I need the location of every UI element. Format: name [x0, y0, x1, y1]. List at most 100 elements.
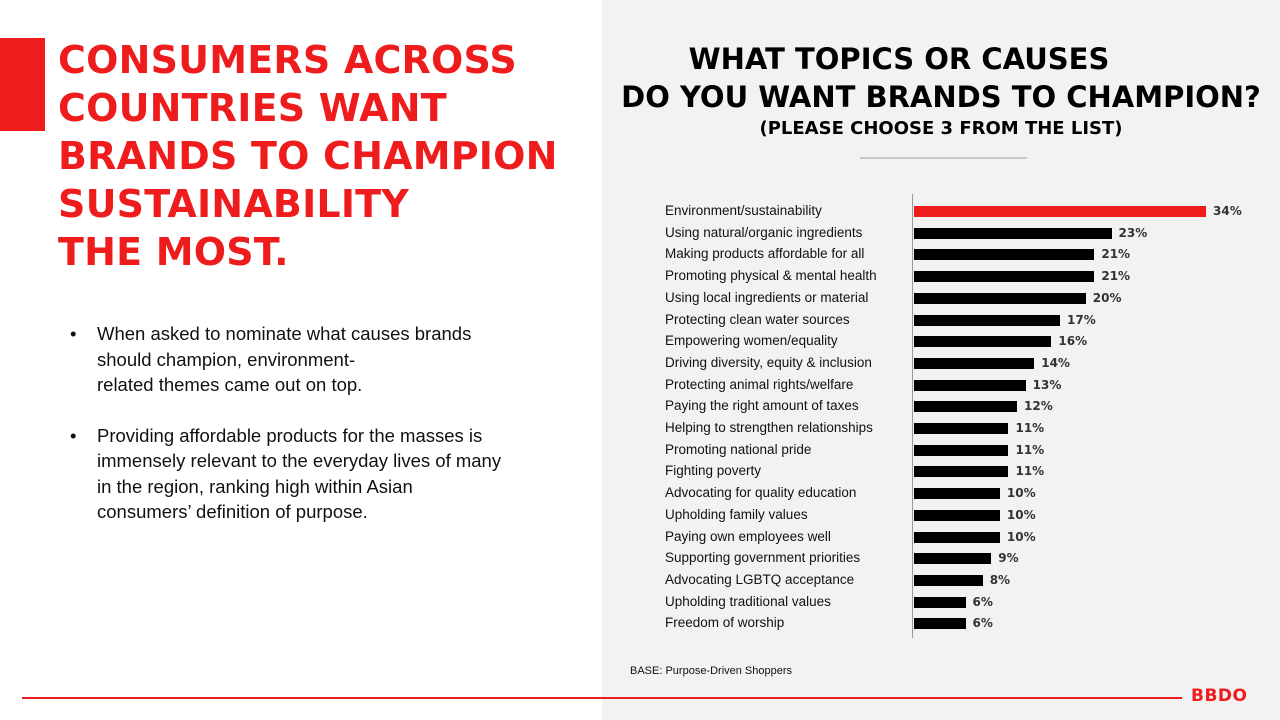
category-label: Upholding family values — [665, 506, 808, 522]
bar-row: Promoting physical & mental health 21% — [665, 267, 1265, 285]
bar — [914, 336, 1052, 348]
bullet-item: • When asked to nominate what causes bra… — [70, 321, 550, 398]
bar — [914, 466, 1009, 478]
bullet-line: Providing affordable products for the ma… — [97, 424, 483, 446]
category-label: Making products affordable for all — [665, 246, 865, 262]
bar-row: Making products affordable for all 21% — [665, 245, 1265, 263]
bullet-dot-icon: • — [70, 424, 77, 446]
bar-row: Supporting government priorities 9% — [665, 549, 1265, 567]
bullet-line: consumers’ definition of purpose. — [97, 501, 368, 522]
value-label: 21% — [1101, 269, 1131, 284]
category-label: Fighting poverty — [665, 463, 762, 479]
bar — [914, 357, 1035, 369]
bar — [914, 314, 1060, 326]
category-label: Upholding traditional values — [665, 593, 831, 609]
bar — [914, 401, 1018, 413]
bar-row: Upholding family values 10% — [665, 506, 1265, 524]
value-label: 13% — [1032, 377, 1062, 392]
headline-line: CONSUMERS ACROSS — [58, 38, 517, 82]
bar — [914, 423, 1009, 434]
value-label: 14% — [1041, 355, 1070, 370]
bullet-line: related themes came out on top. — [97, 374, 363, 395]
bar-row: Using local ingredients or material 20% — [665, 289, 1265, 307]
category-label: Environment/sustainability — [665, 203, 822, 218]
bar — [914, 206, 1206, 217]
chart-axis-line — [912, 194, 913, 638]
bar-row: Empowering women/equality 16% — [665, 332, 1265, 350]
bar — [914, 488, 1000, 500]
value-label: 20% — [1092, 290, 1122, 305]
bar-row: Paying the right amount of taxes 12% — [665, 397, 1265, 415]
value-label: 11% — [1015, 442, 1045, 457]
bar-row: Protecting animal rights/welfare 13% — [665, 376, 1265, 394]
bar-row: Paying own employees well 10% — [665, 528, 1265, 546]
bar — [914, 531, 1000, 543]
category-label: Protecting clean water sources — [665, 311, 850, 327]
bar — [914, 618, 966, 630]
chart-title-line: DO YOU WANT BRANDS TO CHAMPION? — [621, 80, 1261, 114]
category-label: Paying the right amount of taxes — [665, 398, 859, 414]
bar-row: Environment/sustainability 34% — [665, 202, 1265, 220]
category-label: Paying own employees well — [665, 528, 831, 544]
value-label: 12% — [1024, 399, 1053, 414]
headline-line: THE MOST. — [58, 230, 289, 274]
bullet-line: immensely relevant to the everyday lives… — [97, 450, 502, 471]
category-label: Supporting government priorities — [665, 550, 861, 566]
bar-row: Promoting national pride 11% — [665, 441, 1265, 459]
bar-row: Protecting clean water sources 17% — [665, 311, 1265, 329]
bar — [914, 574, 983, 586]
bar — [914, 444, 1009, 456]
value-label: 6% — [972, 616, 993, 631]
bar-row: Using natural/organic ingredients 23% — [665, 224, 1265, 242]
bar — [914, 292, 1086, 304]
bar — [914, 249, 1095, 261]
bullet-line: When asked to nominate what causes brand… — [97, 323, 472, 344]
bbdo-logo: BBDO — [1191, 686, 1248, 706]
bullet-dot-icon: • — [70, 323, 77, 344]
category-label: Promoting physical & mental health — [665, 268, 877, 284]
headline: CONSUMERS ACROSS COUNTRIES WANT BRANDS T… — [58, 36, 578, 276]
bar-row: Advocating for quality education 10% — [665, 484, 1265, 502]
category-label: Freedom of worship — [665, 615, 785, 631]
chart-title-line: WHAT TOPICS OR CAUSES — [688, 42, 1110, 76]
value-label: 10% — [1006, 486, 1036, 501]
value-label: 16% — [1058, 334, 1088, 349]
bullet-line: in the region, ranking high within Asian — [97, 475, 413, 497]
accent-block — [0, 38, 45, 131]
category-label: Helping to strengthen relationships — [665, 420, 873, 435]
category-label: Protecting animal rights/welfare — [665, 376, 854, 392]
value-label: 17% — [1067, 312, 1096, 327]
bar-row: Advocating LGBTQ acceptance 8% — [665, 571, 1265, 589]
bar — [914, 509, 1000, 521]
category-label: Promoting national pride — [665, 441, 812, 457]
bar-row: Driving diversity, equity & inclusion 14% — [665, 354, 1265, 372]
value-label: 10% — [1006, 529, 1036, 544]
bar-row: Fighting poverty 11% — [665, 462, 1265, 480]
bar — [914, 553, 992, 565]
category-label: Using natural/organic ingredients — [665, 224, 863, 240]
bar — [914, 596, 966, 608]
value-label: 11% — [1015, 464, 1045, 479]
value-label: 8% — [989, 572, 1011, 587]
category-label: Using local ingredients or material — [665, 289, 869, 305]
title-divider — [860, 157, 1027, 159]
value-label: 21% — [1101, 247, 1131, 262]
headline-line: BRANDS TO CHAMPION — [58, 134, 558, 178]
value-label: 6% — [972, 594, 993, 609]
bar-row: Helping to strengthen relationships 11% — [665, 419, 1265, 437]
headline-line: SUSTAINABILITY — [58, 182, 410, 226]
chart-subtitle: (PLEASE CHOOSE 3 FROM THE LIST) — [759, 118, 1123, 139]
bullet-line: should champion, environment- — [97, 348, 356, 370]
headline-line: COUNTRIES WANT — [58, 86, 447, 130]
value-label: 34% — [1213, 204, 1242, 218]
bullet-list: • When asked to nominate what causes bra… — [70, 321, 550, 550]
category-label: Driving diversity, equity & inclusion — [665, 354, 872, 370]
value-label: 11% — [1015, 421, 1045, 435]
category-label: Advocating LGBTQ acceptance — [665, 571, 855, 587]
bar-row: Upholding traditional values 6% — [665, 593, 1265, 611]
value-label: 23% — [1118, 225, 1148, 240]
value-label: 9% — [998, 551, 1019, 566]
base-note: BASE: Purpose-Driven Shoppers — [630, 665, 793, 677]
bullet-item: • Providing affordable products for the … — [70, 423, 550, 525]
bar-row: Freedom of worship 6% — [665, 614, 1265, 632]
